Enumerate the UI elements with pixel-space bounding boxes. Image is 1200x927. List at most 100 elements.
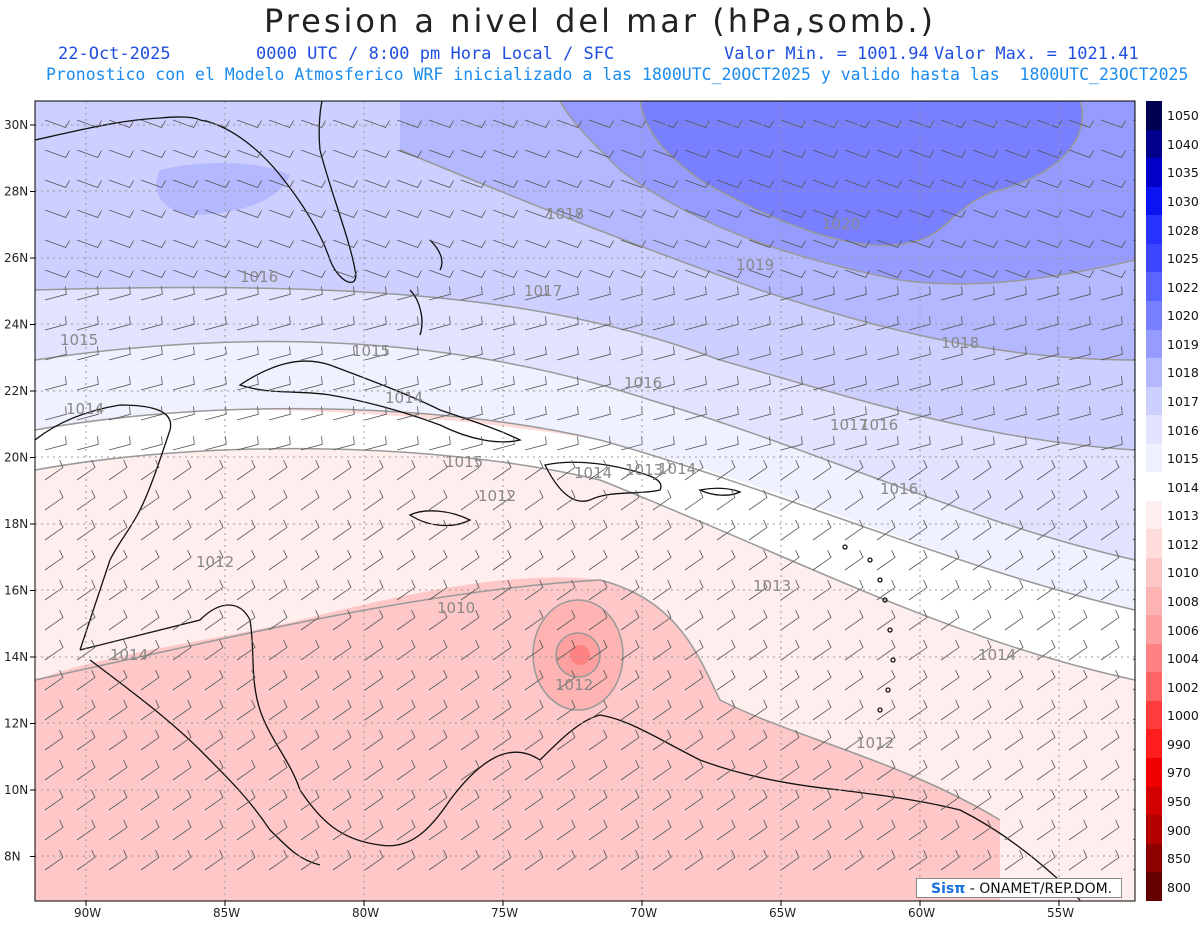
- colorbar-label: 1015: [1167, 451, 1199, 467]
- colorbar-swatch: [1146, 472, 1162, 501]
- contour-label: 1014: [978, 646, 1016, 664]
- lat-label: 22N: [4, 384, 28, 398]
- contour-label: 1012: [856, 734, 894, 752]
- pressure-1018-gulf-area: [156, 163, 290, 215]
- max-value: Valor Max. = 1021.41: [934, 44, 1139, 64]
- colorbar-swatch: [1146, 815, 1162, 844]
- contour-label: 1013: [625, 461, 663, 479]
- contour-label: 1015: [445, 453, 483, 471]
- colorbar-label: 900: [1167, 822, 1191, 838]
- colorbar-swatch: [1146, 129, 1162, 159]
- contour-label: 1012: [555, 676, 593, 694]
- colorbar-label: 1002: [1167, 679, 1199, 695]
- colorbar-swatch: [1146, 415, 1162, 444]
- lat-label: 26N: [4, 251, 28, 265]
- colorbar: [1146, 101, 1162, 901]
- lat-label: 30N: [4, 118, 28, 132]
- colorbar-label: 800: [1167, 879, 1191, 895]
- lat-label: 10N: [4, 783, 28, 797]
- colorbar-label: 1017: [1167, 394, 1199, 409]
- colorbar-swatch: [1146, 500, 1162, 530]
- contour-label: 1020: [822, 215, 860, 233]
- low-center: [570, 645, 590, 665]
- lon-label: 80W: [352, 906, 379, 920]
- colorbar-label: 1025: [1167, 251, 1199, 267]
- contour-label: 1016: [860, 416, 898, 434]
- contour-label: 1018: [546, 205, 584, 223]
- contour-label: 1014: [110, 646, 148, 664]
- forecast-info: Pronostico con el Modelo Atmosferico WRF…: [46, 65, 1189, 84]
- contour-label: 1016: [240, 268, 278, 286]
- wind-barbs: [44, 119, 1135, 871]
- colorbar-swatch: [1146, 700, 1162, 730]
- colorbar-swatch: [1146, 215, 1162, 244]
- colorbar-label: 1019: [1167, 336, 1199, 352]
- lat-label: 28N: [4, 185, 28, 199]
- colorbar-label: 1018: [1167, 365, 1199, 381]
- colorbar-swatch: [1146, 843, 1162, 873]
- contour-label: 1012: [478, 487, 516, 505]
- contour-label: 1017: [830, 416, 868, 434]
- lon-label: 70W: [630, 906, 657, 920]
- colorbar-label: 1030: [1167, 194, 1199, 209]
- lat-label: 24N: [4, 318, 28, 332]
- plot-frame: [34, 100, 1136, 902]
- colorbar-label: 1016: [1167, 422, 1199, 438]
- colorbar-swatch: [1146, 615, 1162, 644]
- colorbar-swatch: [1146, 529, 1162, 558]
- lat-axis: 30N 28N 26N 24N 22N 20N 18N 16N 14N 12N 10N 8N: [4, 118, 35, 864]
- colorbar-label: 1012: [1167, 536, 1199, 552]
- lat-lon-grid: [35, 101, 1135, 901]
- colorbar-swatch: [1146, 586, 1162, 616]
- contour-label: 1015: [60, 331, 98, 349]
- colorbar-swatch: [1146, 729, 1162, 758]
- lon-label: 60W: [908, 906, 935, 920]
- contour-label: 1013: [753, 577, 791, 595]
- contour-label: 1014: [385, 389, 423, 407]
- colorbar-swatch: [1146, 186, 1162, 216]
- colorbar-label: 1008: [1167, 594, 1199, 609]
- colorbar-swatch: [1146, 272, 1162, 301]
- colorbar-swatch: [1146, 158, 1162, 187]
- colorbar-label: 950: [1167, 794, 1191, 809]
- colorbar-label: 1004: [1167, 651, 1199, 667]
- lon-axis: 90W 85W 80W 75W 70W 65W 60W 55W: [74, 901, 1074, 920]
- contour-label: 1012: [196, 553, 234, 571]
- colorbar-label: 1020: [1167, 308, 1199, 324]
- lon-label: 55W: [1047, 906, 1074, 920]
- contour-label: 1015: [352, 342, 390, 360]
- colorbar-swatch: [1146, 558, 1162, 587]
- colorbar-label: 1022: [1167, 279, 1199, 295]
- colorbar-label: 970: [1167, 765, 1191, 781]
- colorbar-label: 1035: [1167, 165, 1199, 181]
- lat-label: 20N: [4, 451, 28, 465]
- colorbar-label: 1013: [1167, 508, 1199, 524]
- contour-label: 1016: [880, 480, 918, 498]
- colorbar-swatch: [1146, 643, 1162, 673]
- colorbar-label: 1000: [1167, 708, 1199, 724]
- lon-label: 85W: [213, 906, 240, 920]
- colorbar-label: 1014: [1167, 479, 1199, 495]
- lat-label: 12N: [4, 717, 28, 731]
- lat-label: 18N: [4, 517, 28, 531]
- colorbar-label: 990: [1167, 736, 1191, 752]
- colorbar-swatch: [1146, 300, 1162, 330]
- colorbar-swatch: [1146, 243, 1162, 273]
- lat-label: 14N: [4, 650, 28, 664]
- pressure-1020-area: [640, 101, 1083, 246]
- lat-label: 8N: [4, 850, 21, 864]
- colorbar-swatch: [1146, 872, 1162, 901]
- colorbar-label: 1010: [1167, 565, 1199, 581]
- lon-label: 65W: [769, 906, 796, 920]
- pressure-1010-area: [35, 577, 1000, 901]
- map-title: Presion a nivel del mar (hPa,somb.): [263, 2, 937, 40]
- contour-label: 1017: [524, 282, 562, 300]
- date-label: 22-Oct-2025: [58, 44, 171, 64]
- contour-label: 1014: [574, 464, 612, 482]
- contour-label: 1014: [66, 400, 104, 418]
- contour-label: 1018: [941, 334, 979, 352]
- contour-label: 1010: [437, 599, 475, 617]
- credit-text: - ONAMET/REP.DOM.: [965, 881, 1113, 897]
- contour-label: 1014: [658, 460, 696, 478]
